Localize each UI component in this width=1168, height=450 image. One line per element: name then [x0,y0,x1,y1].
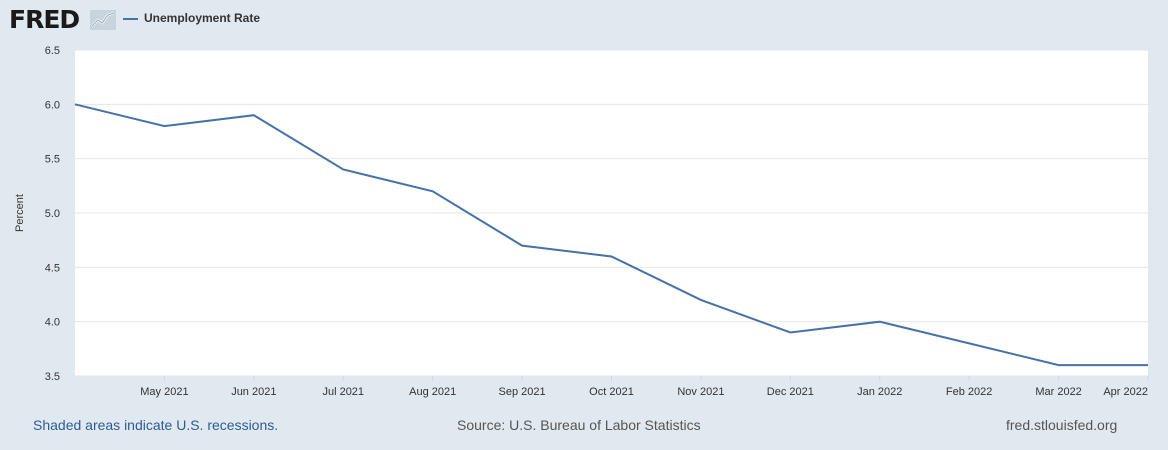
data-point[interactable] [516,240,528,252]
x-tick-label: Jan 2022 [857,386,902,398]
x-tick-label: Apr 2022 [1103,386,1148,398]
y-tick-label: 5.5 [45,154,60,166]
recession-note-link[interactable]: Shaded areas indicate U.S. recessions. [33,417,279,433]
y-axis-ticks: 3.5 4.0 4.5 5.0 5.5 6.0 6.5 [45,45,60,383]
x-tick-label: Mar 2022 [1035,386,1081,398]
y-tick-label: 5.0 [45,208,60,220]
x-tick-label: Aug 2021 [409,386,456,398]
x-tick-label: Feb 2022 [946,386,992,398]
data-point[interactable] [427,185,439,197]
data-point[interactable] [248,109,260,121]
x-tick-label: Jun 2021 [231,386,276,398]
data-point[interactable] [784,327,796,339]
series-line-unemployment-rate[interactable] [74,103,1148,367]
data-point[interactable] [158,120,170,132]
chart-trend-icon [90,10,116,30]
line-chart: 3.5 4.0 4.5 5.0 5.5 6.0 6.5 May 2021 Jun 2021 Ju… [14,45,1154,398]
x-tick-label: Jul 2021 [322,386,364,398]
x-tick-label: Nov 2021 [677,386,724,398]
data-point[interactable] [1142,359,1154,371]
data-point[interactable] [874,316,886,328]
y-tick-label: 4.0 [45,317,60,329]
data-point[interactable] [1053,359,1065,371]
x-axis-ticks: May 2021 Jun 2021 Jul 2021 Aug 2021 Sep 2021… [140,376,1149,398]
y-tick-label: 6.5 [45,45,60,57]
x-tick-label: Sep 2021 [499,386,546,398]
x-tick-label: Dec 2021 [767,386,814,398]
data-point[interactable] [606,250,618,262]
data-point[interactable] [337,164,349,176]
site-url[interactable]: fred.stlouisfed.org [1006,417,1118,433]
x-tick-label: May 2021 [140,386,188,398]
y-tick-label: 4.5 [45,262,60,274]
legend-swatch [123,18,138,20]
data-point[interactable] [69,98,81,110]
data-point[interactable] [963,337,975,349]
source-note: Source: U.S. Bureau of Labor Statistics [457,417,701,433]
chart-header: FRED Unemployment Rate [0,0,1168,40]
y-tick-label: 6.0 [45,99,60,111]
fred-logo[interactable]: FRED [9,5,80,34]
y-axis-title: Percent [14,194,26,232]
y-tick-label: 3.5 [45,371,60,383]
legend-series-label[interactable]: Unemployment Rate [144,11,261,25]
data-point[interactable] [695,294,707,306]
x-tick-label: Oct 2021 [589,386,634,398]
